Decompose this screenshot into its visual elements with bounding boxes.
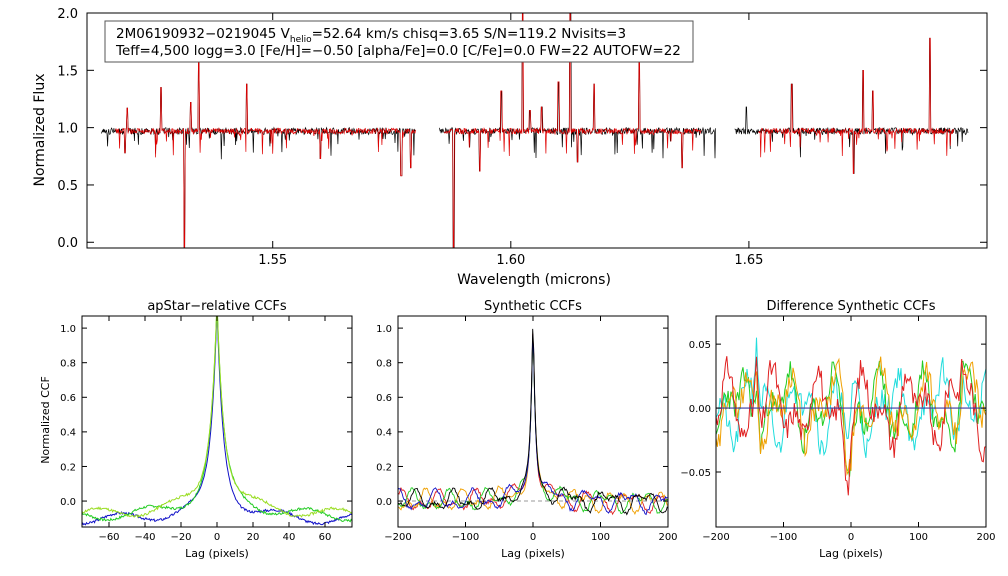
synthetic-ccf-xtick-label: 200 [658, 532, 677, 543]
apstar-ccf-series-visit-3 [82, 316, 352, 519]
apstar-ccf-series-visit-1 [82, 316, 352, 526]
apstar-ccf-xlabel: Lag (pixels) [185, 547, 249, 560]
info-line-1-subscript: helio [290, 35, 312, 45]
model-spectrum-chip-1 [115, 60, 416, 248]
spectrum-data [100, 13, 969, 248]
synthetic-ccf-ytick-label: 0.0 [376, 497, 392, 508]
difference-ccf-xtick-label: 0 [848, 532, 854, 543]
spectrum-ytick-label: 2.0 [57, 7, 78, 22]
spectrum-xtick-label: 1.65 [734, 253, 763, 268]
info-box [104, 20, 694, 63]
spectrum-ylabel: Normalized Flux [32, 74, 48, 187]
difference-ccf-series-cyan [716, 337, 986, 458]
synthetic-ccf-ytick-label: 0.8 [376, 358, 392, 369]
spectrum-ytick-label: 0.5 [57, 179, 78, 194]
difference-ccf-xlabel: Lag (pixels) [819, 547, 883, 560]
apstar-ccf-ylabel: Normalized CCF [39, 376, 52, 464]
info-line-1: 2M06190932−0219045 Vhelio=52.64 km/s chi… [116, 26, 626, 45]
apstar-ccf-title: apStar−relative CCFs [147, 299, 287, 314]
spectrum-ytick-label: 1.0 [57, 122, 78, 137]
apstar-ccf-xtick-label: 20 [247, 532, 260, 543]
info-line-1-part-b: =52.64 km/s chisq=3.65 S/N=119.2 Nvisits… [312, 26, 626, 42]
synthetic-ccf-xtick-label: −100 [452, 532, 479, 543]
apstar-ccf-panel: −60 −40 −20 0 20 40 60 0.0 0.2 0.4 0.6 0.8 1.0 apSta… [39, 299, 353, 560]
info-line-1-part-a: 2M06190932−0219045 V [116, 26, 291, 42]
difference-ccf-ytick-label: 0.05 [689, 340, 711, 351]
difference-ccf-data [716, 337, 986, 496]
apstar-lines [82, 316, 352, 526]
apstar-ccf-ytick-label: 1.0 [60, 324, 76, 335]
difference-ccf-ytick-label: 0.00 [689, 404, 711, 415]
apstar-ccf-ticks: −60 −40 −20 0 20 40 60 0.0 0.2 0.4 0.6 0.8 1.0 [60, 316, 352, 543]
apstar-ccf-xtick-label: 40 [283, 532, 296, 543]
synthetic-ccf-title: Synthetic CCFs [484, 299, 582, 314]
synthetic-ccf-panel: −200 −100 0 100 200 0.0 0.2 0.4 0.6 0.8 1.0 Synthe… [376, 299, 677, 560]
difference-ccf-series-orange [716, 356, 986, 477]
difference-ccf-ticks: −200 −100 0 100 200 −0.05 0.00 0.05 [680, 316, 996, 543]
apstar-ccf-xtick-label: −20 [170, 532, 191, 543]
synthetic-ccf-xtick-label: 0 [530, 532, 536, 543]
synthetic-ccf-series-blue [398, 335, 668, 516]
spectrum-panel: 1.55 1.60 1.65 0.0 0.5 1.0 1.5 2.0 2M06190932−0… [32, 7, 988, 288]
apstar-ccf-frame [81, 315, 353, 528]
spectrum-lines [100, 13, 969, 248]
synthetic-ccf-xtick-label: 100 [591, 532, 610, 543]
synthetic-ccf-ytick-label: 1.0 [376, 324, 392, 335]
apstar-ccf-xtick-label: 60 [319, 532, 332, 543]
difference-ccf-series-red [716, 356, 986, 496]
apstar-ccf-xtick-label: −40 [134, 532, 155, 543]
difference-lines [716, 337, 986, 496]
synthetic-ccf-series-green [398, 338, 668, 515]
spectrum-xtick-label: 1.60 [496, 253, 525, 268]
spectrum-ytick-label: 0.0 [57, 236, 78, 251]
synthetic-ccf-ytick-label: 0.6 [376, 393, 392, 404]
apstar-ccf-ytick-label: 0.4 [60, 428, 76, 439]
synthetic-ccf-xlabel: Lag (pixels) [501, 547, 565, 560]
synthetic-ccf-ytick-label: 0.4 [376, 428, 392, 439]
synthetic-ccf-xtick-label: −200 [384, 532, 411, 543]
spectrum-ticks: 1.55 1.60 1.65 0.0 0.5 1.0 1.5 2.0 [57, 7, 987, 268]
spectrum-xlabel: Wavelength (microns) [457, 272, 611, 288]
synthetic-ccf-series-orange [398, 336, 668, 516]
spectrum-plot-frame [86, 12, 988, 249]
apstar-ccf-ytick-label: 0.2 [60, 462, 76, 473]
apstar-ccf-ytick-label: 0.6 [60, 393, 76, 404]
difference-ccf-xtick-label: −100 [770, 532, 797, 543]
observed-spectrum-chip-1 [100, 60, 416, 248]
difference-ccf-ytick-label: −0.05 [680, 468, 711, 479]
difference-ccf-xtick-label: −200 [702, 532, 729, 543]
model-spectrum-chip-2 [443, 13, 702, 248]
spectrum-xtick-label: 1.55 [258, 253, 287, 268]
apstar-ccf-ytick-label: 0.0 [60, 497, 76, 508]
apstar-ccf-ytick-label: 0.8 [60, 358, 76, 369]
difference-ccf-xtick-label: 100 [909, 532, 928, 543]
apstar-ccf-data [82, 316, 352, 526]
observed-spectrum-chip-3 [734, 37, 969, 174]
spectrum-ytick-label: 1.5 [57, 64, 78, 79]
synthetic-ccf-ytick-label: 0.2 [376, 462, 392, 473]
synthetic-ccf-series-black [398, 328, 668, 516]
synthetic-ccf-data [398, 328, 668, 516]
difference-ccf-xtick-label: 200 [976, 532, 995, 543]
synthetic-ccf-ticks: −200 −100 0 100 200 0.0 0.2 0.4 0.6 0.8 1.0 [376, 316, 678, 543]
apstar-ccf-series-visit-2 [82, 316, 352, 523]
model-spectrum-chip-3 [758, 37, 955, 174]
synthetic-lines [398, 328, 668, 516]
apstar-ccf-xtick-label: −60 [98, 532, 119, 543]
difference-ccf-panel: −200 −100 0 100 200 −0.05 0.00 0.05 Difference … [680, 299, 995, 560]
apstar-ccf-xtick-label: 0 [214, 532, 220, 543]
info-line-2: Teff=4,500 logg=3.0 [Fe/H]=−0.50 [alpha/… [115, 43, 681, 59]
difference-ccf-title: Difference Synthetic CCFs [766, 299, 935, 314]
